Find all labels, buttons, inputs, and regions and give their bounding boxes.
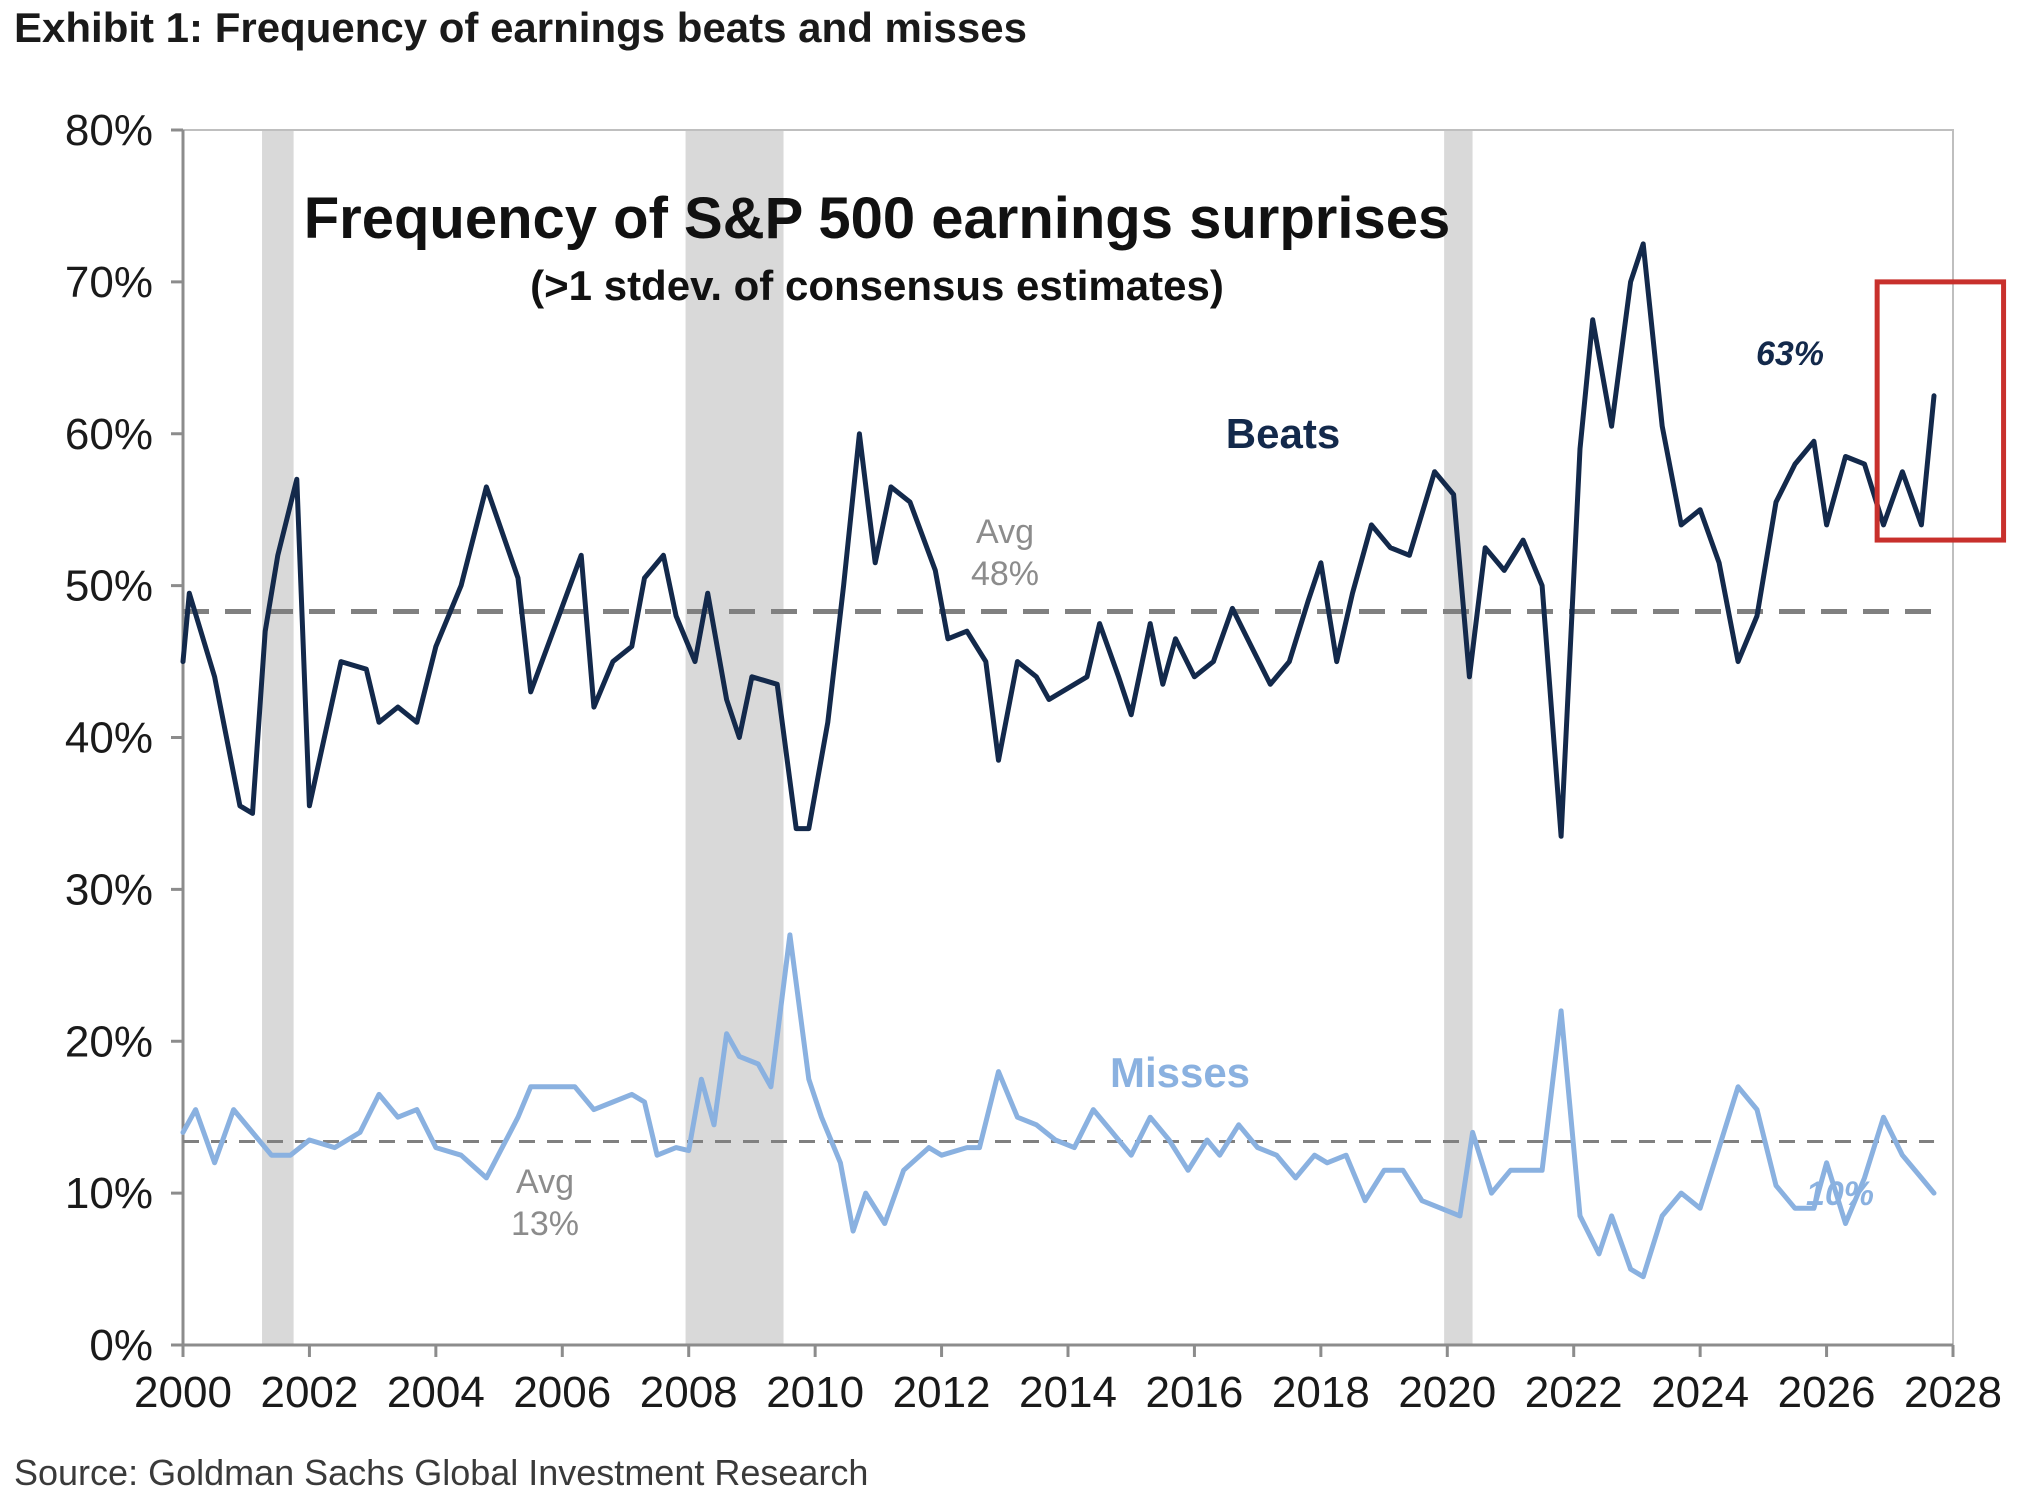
misses-latest-value-label: 10% <box>1806 1175 1874 1213</box>
misses-avg-label-line2: 13% <box>511 1205 579 1243</box>
y-tick-label: 0% <box>89 1321 153 1370</box>
beats-latest-value-label: 63% <box>1756 335 1824 373</box>
x-tick-label: 2004 <box>387 1368 485 1417</box>
y-tick-label: 10% <box>65 1169 153 1218</box>
x-tick-label: 2002 <box>260 1368 358 1417</box>
recession-band-2 <box>685 130 784 1345</box>
y-axis-ticks: 0% 10% 20% 30% 40% 50% 60% 70% 80% <box>65 106 183 1370</box>
y-tick-label: 30% <box>65 865 153 914</box>
x-tick-label: 2028 <box>1904 1368 2002 1417</box>
y-tick-label: 80% <box>65 106 153 155</box>
x-tick-label: 2022 <box>1525 1368 1623 1417</box>
beats-avg-label-line1: Avg <box>976 513 1034 551</box>
y-tick-label: 60% <box>65 410 153 459</box>
y-tick-label: 40% <box>65 714 153 763</box>
chart-subtitle: (>1 stdev. of consensus estimates) <box>530 262 1224 309</box>
exhibit-title: Exhibit 1: Frequency of earnings beats a… <box>14 4 1027 51</box>
source-note: Source: Goldman Sachs Global Investment … <box>14 1452 868 1493</box>
beats-series-label: Beats <box>1226 410 1340 457</box>
x-tick-label: 2006 <box>513 1368 611 1417</box>
x-tick-label: 2014 <box>1019 1368 1117 1417</box>
plot-frame <box>181 129 1954 1347</box>
recession-band-1 <box>262 130 294 1345</box>
beats-avg-label-line2: 48% <box>971 555 1039 593</box>
plot-border <box>182 129 1954 1346</box>
x-tick-label: 2008 <box>640 1368 738 1417</box>
series-lines-group <box>180 241 1937 1280</box>
y-tick-label: 70% <box>65 258 153 307</box>
x-axis-ticks: 2000 2002 2004 2006 2008 2010 2012 2014 2016 2018… <box>134 1345 2002 1417</box>
x-tick-label: 2026 <box>1778 1368 1876 1417</box>
x-tick-label: 2012 <box>893 1368 991 1417</box>
x-tick-label: 2018 <box>1272 1368 1370 1417</box>
latest-value-highlight-box <box>1874 279 2007 543</box>
misses-avg-label-line1: Avg <box>516 1163 574 1201</box>
misses-line <box>180 932 1937 1280</box>
y-tick-label: 50% <box>65 562 153 611</box>
y-tick-label: 20% <box>65 1017 153 1066</box>
misses-series-label: Misses <box>1110 1049 1250 1096</box>
beats-line <box>180 241 1937 839</box>
x-tick-label: 2000 <box>134 1368 232 1417</box>
x-tick-label: 2010 <box>766 1368 864 1417</box>
x-tick-label: 2024 <box>1651 1368 1749 1417</box>
recession-shading-group <box>262 130 1473 1345</box>
chart-title: Frequency of S&P 500 earnings surprises <box>304 186 1451 251</box>
x-tick-label: 2016 <box>1145 1368 1243 1417</box>
x-tick-label: 2020 <box>1398 1368 1496 1417</box>
